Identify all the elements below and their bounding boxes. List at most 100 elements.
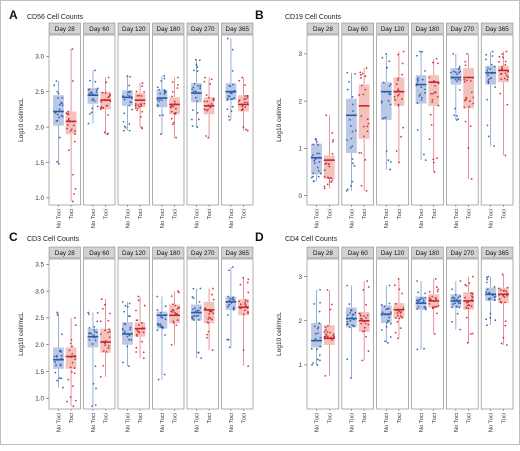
data-point: [416, 78, 419, 81]
data-point: [101, 307, 104, 310]
data-point: [419, 50, 421, 53]
data-point: [420, 296, 422, 299]
data-point: [243, 101, 246, 104]
data-point: [94, 80, 97, 83]
data-point: [107, 132, 109, 135]
data-point: [90, 91, 92, 94]
data-point: [424, 297, 427, 299]
data-point: [363, 329, 366, 332]
data-point: [419, 298, 422, 301]
data-point: [205, 109, 208, 112]
data-point: [61, 102, 63, 105]
iqr-box: [323, 325, 335, 346]
data-point: [346, 323, 348, 326]
data-point: [56, 311, 59, 314]
data-point: [197, 84, 199, 87]
x-tick-label: Toci: [362, 413, 368, 423]
data-point: [55, 356, 58, 358]
data-point: [126, 345, 129, 348]
data-point: [488, 78, 490, 81]
data-point: [351, 180, 354, 183]
data-point: [212, 312, 215, 315]
data-point: [135, 333, 138, 336]
data-point: [247, 365, 250, 368]
data-point: [504, 60, 507, 63]
panel-title: CD56 Cell Counts: [27, 14, 84, 21]
data-point: [346, 188, 349, 191]
data-point: [70, 128, 73, 131]
data-point: [245, 304, 247, 307]
data-point: [67, 378, 70, 381]
data-point: [459, 280, 462, 282]
data-point: [399, 327, 402, 330]
x-tick-label: Toci: [327, 413, 333, 423]
facet-label: Day 120: [381, 26, 405, 33]
facet-day-270: Day 270 No Toci Toci: [446, 246, 479, 432]
data-point: [208, 313, 210, 315]
data-point: [102, 106, 104, 109]
facet-frame: [221, 34, 254, 206]
x-tick-label: No Toci: [349, 209, 355, 228]
data-point: [485, 58, 487, 61]
data-point: [435, 298, 438, 301]
data-point: [142, 357, 145, 360]
data-point: [387, 341, 389, 344]
data-point: [331, 153, 334, 155]
data-point: [67, 149, 70, 152]
data-point: [467, 307, 470, 310]
data-point: [312, 172, 315, 175]
data-point: [68, 349, 71, 352]
data-point: [123, 125, 126, 128]
data-point: [363, 326, 366, 329]
data-point: [416, 102, 419, 105]
facet-strip: [186, 246, 219, 259]
data-point: [417, 80, 419, 82]
data-point: [396, 312, 399, 314]
data-point: [56, 313, 59, 316]
data-point: [128, 302, 131, 305]
data-point: [423, 306, 426, 309]
data-point: [105, 104, 108, 107]
data-point: [160, 311, 162, 314]
data-point: [194, 307, 196, 309]
data-point: [177, 290, 179, 293]
facet-label: Day 365: [485, 250, 509, 257]
data-point: [243, 98, 246, 101]
data-point: [247, 311, 249, 313]
data-point: [463, 78, 466, 81]
data-point: [486, 278, 489, 281]
data-point: [490, 63, 493, 66]
data-point: [175, 324, 178, 327]
box-no-toci: [156, 295, 168, 381]
data-point: [229, 297, 232, 300]
data-point: [402, 126, 405, 129]
box-toci: [134, 295, 146, 360]
data-point: [500, 342, 503, 345]
facet-label: Day 270: [191, 250, 215, 257]
data-point: [424, 69, 426, 72]
data-point: [433, 171, 436, 173]
data-point: [493, 286, 496, 288]
data-point: [246, 101, 249, 104]
y-tick-label: 3: [298, 274, 302, 281]
data-point: [437, 62, 439, 65]
data-point: [198, 301, 201, 303]
data-point: [485, 276, 488, 279]
data-point: [486, 288, 489, 291]
data-point: [424, 159, 427, 162]
x-tick-label: Toci: [69, 413, 75, 423]
box-no-toci: [380, 284, 392, 344]
data-point: [170, 343, 173, 346]
data-point: [351, 130, 354, 133]
data-point: [210, 78, 213, 81]
data-point: [507, 76, 509, 78]
data-point: [69, 396, 72, 399]
data-point: [452, 303, 455, 306]
facet-strip: [446, 246, 479, 259]
data-point: [231, 266, 234, 268]
data-point: [470, 292, 472, 295]
data-point: [238, 79, 241, 82]
data-point: [366, 125, 369, 128]
data-point: [399, 312, 402, 314]
facet-frame: [446, 34, 479, 206]
